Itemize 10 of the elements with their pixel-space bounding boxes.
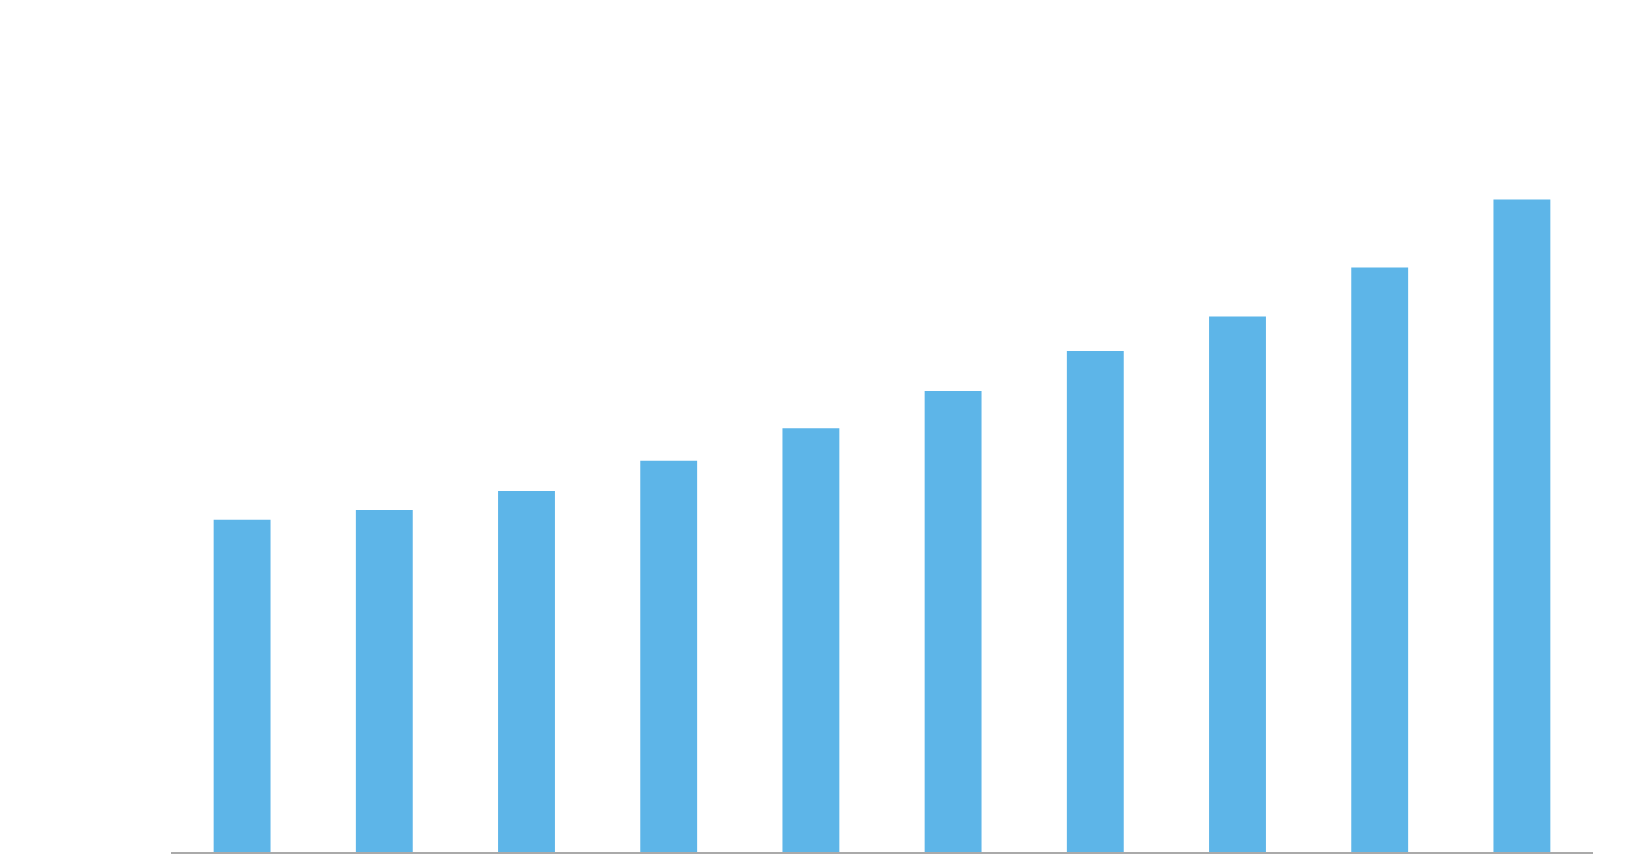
bar (924, 390, 982, 853)
bar (1351, 267, 1409, 853)
bar (782, 428, 840, 853)
bar (1209, 316, 1266, 853)
bar (640, 460, 698, 853)
bar (355, 509, 413, 853)
bar (1066, 351, 1124, 853)
bar (498, 490, 555, 853)
bar (213, 519, 271, 853)
bar (1493, 199, 1551, 853)
